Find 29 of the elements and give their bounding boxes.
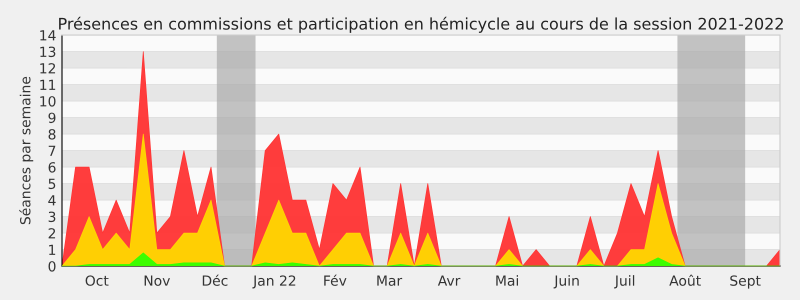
x-tick-label: Avr (438, 276, 460, 286)
x-tick-label: Jan 22 (252, 275, 296, 288)
y-tick-label: 7 (48, 146, 56, 156)
x-tick-label: Fév (324, 274, 346, 286)
y-tick-label: 11 (40, 80, 56, 90)
x-tick-label: Août (669, 274, 701, 286)
y-tick-label: 6 (48, 162, 56, 173)
x-tick-label: Sept (730, 275, 761, 289)
x-tick-label: Juil (614, 275, 634, 288)
x-tick-label: Juin (554, 275, 579, 288)
y-tick-label: 10 (40, 96, 56, 107)
x-tick-label: Mai (496, 275, 518, 286)
y-tick-label: 13 (40, 46, 56, 58)
y-tick-label: 0 (48, 261, 56, 272)
y-tick-label: 8 (48, 129, 56, 140)
chart-title: Présences en commissions et participation en hémicycle au cours de la session 2021-2022 (59, 16, 783, 33)
y-tick-label: 1 (49, 244, 56, 255)
y-tick-label: 2 (48, 228, 56, 238)
y-axis-title: Séances par semaine (19, 76, 34, 224)
y-tick-label: 9 (48, 112, 56, 124)
x-tick-label: Mar (377, 276, 402, 286)
x-tick-label: Nov (144, 276, 170, 286)
x-tick-label: Oct (86, 275, 109, 286)
y-tick-label: 12 (40, 63, 56, 74)
y-tick-label: 4 (48, 195, 56, 206)
y-tick-label: 14 (40, 30, 56, 40)
y-tick-label: 3 (48, 212, 56, 222)
y-tick-label: 5 (48, 178, 56, 190)
x-tick-label: Déc (202, 274, 228, 286)
